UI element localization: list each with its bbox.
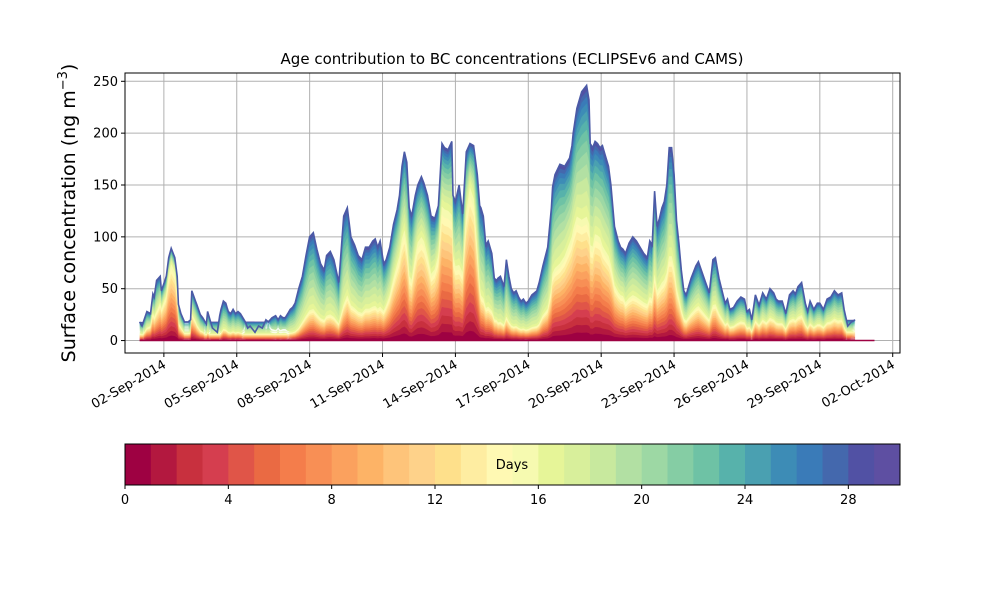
y-tick-label: 0	[110, 334, 118, 349]
colorbar-swatch-0	[125, 444, 152, 485]
colorbar-swatch-12	[435, 444, 462, 485]
total-concentration-line	[138, 83, 856, 334]
y-axis-label: Surface concentration (ng m−3)	[56, 64, 80, 363]
age-layer-2	[139, 311, 856, 341]
x-tick-label: 17-Sep-2014	[453, 357, 533, 412]
age-stack-areas	[139, 84, 856, 341]
colorbar-swatch-28	[848, 444, 875, 485]
colorbar-swatch-4	[228, 444, 255, 485]
colorbar-swatch-1	[150, 444, 178, 485]
colorbar-tick-label: 12	[427, 493, 444, 508]
y-tick-label: 200	[93, 127, 118, 142]
x-tick-label: 02-Oct-2014	[819, 357, 897, 411]
colorbar-swatch-22	[693, 444, 720, 485]
colorbar-label: Days	[496, 458, 529, 473]
colorbar-swatch-20	[641, 444, 668, 485]
colorbar-swatch-19	[615, 444, 643, 485]
colorbar-tick-label: 8	[328, 493, 336, 508]
colorbar-swatch-11	[409, 444, 436, 485]
colorbar-swatch-6	[280, 444, 307, 485]
colorbar-swatch-9	[357, 444, 384, 485]
colorbar-swatch-16	[538, 444, 565, 485]
colorbar-tick-label: 4	[224, 493, 232, 508]
x-tick-label: 26-Sep-2014	[672, 357, 752, 412]
total-outline	[138, 83, 875, 342]
x-tick-label: 08-Sep-2014	[235, 357, 315, 412]
x-axis: 02-Sep-201405-Sep-201408-Sep-201411-Sep-…	[89, 353, 898, 412]
x-tick-label: 20-Sep-2014	[526, 357, 606, 412]
x-tick-label: 29-Sep-2014	[745, 357, 825, 412]
x-tick-label: 23-Sep-2014	[599, 357, 679, 412]
colorbar-swatch-18	[590, 444, 617, 485]
colorbar-swatch-29	[874, 444, 901, 485]
x-tick-label: 05-Sep-2014	[162, 357, 242, 412]
colorbar-tick-label: 0	[121, 493, 129, 508]
x-tick-label: 11-Sep-2014	[308, 357, 388, 412]
chart-title: Age contribution to BC concentrations (E…	[281, 50, 744, 68]
colorbar-swatch-23	[719, 444, 746, 485]
colorbar-swatch-25	[770, 444, 798, 485]
colorbar-swatch-7	[305, 444, 333, 485]
colorbar-swatch-15	[512, 444, 539, 485]
y-axis: 0 50 100 150 200 250	[93, 75, 125, 349]
y-tick-label: 100	[93, 230, 118, 245]
x-tick-label: 02-Sep-2014	[89, 357, 169, 412]
colorbar-swatch-27	[822, 444, 849, 485]
colorbar-swatch-13	[460, 444, 488, 485]
x-tick-label: 14-Sep-2014	[381, 357, 461, 412]
colorbar-tick-label: 20	[633, 493, 650, 508]
y-tick-label: 150	[93, 179, 118, 194]
colorbar-tick-label: 24	[737, 493, 754, 508]
colorbar-tick-label: 28	[840, 493, 857, 508]
colorbar-tick-label: 16	[530, 493, 547, 508]
colorbar-swatch-14	[486, 444, 513, 485]
colorbar-swatch-24	[745, 444, 772, 485]
colorbar-swatch-17	[564, 444, 591, 485]
y-tick-label: 50	[101, 282, 118, 297]
y-tick-label: 250	[93, 75, 118, 90]
colorbar-frame	[124, 443, 901, 486]
colorbar-swatch-10	[383, 444, 410, 485]
colorbar-swatch-21	[667, 444, 694, 485]
colorbar-swatch-5	[254, 444, 281, 485]
colorbar-swatch-3	[202, 444, 229, 485]
colorbar: 0 4 8 12 16 20 24 28	[121, 443, 901, 508]
colorbar-swatch-26	[796, 444, 823, 485]
colorbar-swatch-2	[176, 444, 203, 485]
age-layer-1	[139, 321, 856, 341]
plot-frame	[124, 72, 901, 354]
colorbar-swatch-8	[331, 444, 358, 485]
